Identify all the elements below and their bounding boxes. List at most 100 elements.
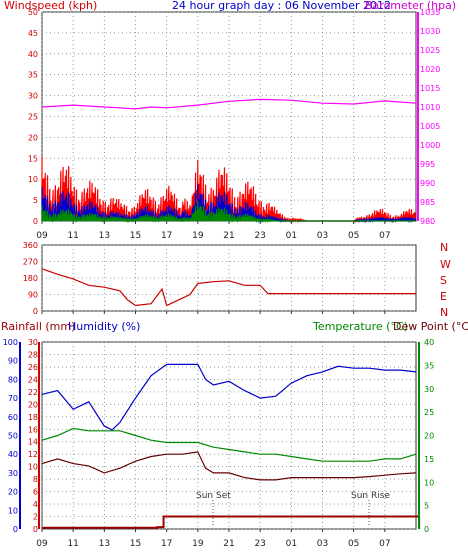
y-tick-label: 4 (33, 500, 38, 509)
barometer-axis-title: Barometer (hpa) (365, 0, 456, 12)
y-tick-label: 26 (28, 363, 38, 372)
y-tick-label: 18 (28, 413, 38, 422)
x-tick-label: 03 (317, 231, 328, 241)
y-tick-label: 100 (3, 338, 18, 347)
y-tick-label: 30 (424, 385, 434, 394)
x-tick-label: 07 (379, 231, 390, 241)
x-tick-label: 05 (348, 539, 359, 549)
y-tick-label: 60 (8, 413, 18, 422)
sunrise-label: Sun Rise (351, 491, 390, 501)
y-tick-label: 1010 (420, 103, 440, 112)
direction-letters: N W S E N (440, 241, 451, 319)
y-tick-label: 360 (23, 241, 38, 250)
y-tick-label: 1035 (420, 8, 440, 17)
y-tick-label: 28 (28, 350, 38, 359)
humidity-series (41, 363, 417, 431)
y-tick-label: 6 (33, 488, 38, 497)
wind-green-series (41, 200, 415, 224)
y-tick-label: 270 (23, 258, 38, 267)
y-tick-label: 30 (28, 92, 38, 101)
y-tick-label: 20 (8, 488, 18, 497)
x-tick-label: 01 (286, 539, 297, 549)
y-tick-label: 30 (8, 469, 18, 478)
y-tick-label: 1025 (420, 46, 440, 55)
y-tick-label: 980 (420, 217, 435, 226)
x-tick-label: 17 (161, 539, 172, 549)
x-tick-label: 21 (223, 539, 234, 549)
y-tick-label: 15 (424, 455, 434, 464)
y-tick-label: 1030 (420, 27, 440, 36)
x-tick-label: 09 (36, 231, 48, 241)
y-tick-label: 990 (420, 179, 435, 188)
y-tick-label: 1005 (420, 122, 440, 131)
y-tick-label: 40 (424, 338, 434, 347)
y-tick-label: 15 (28, 154, 38, 163)
x-tick-label: 09 (36, 539, 48, 549)
y-tick-label: 10 (8, 506, 18, 515)
dewpoint-axis-title: Dew Point (°C) (393, 320, 468, 333)
y-tick-label: 70 (8, 394, 18, 403)
direction-label-n-bottom: N (440, 306, 448, 319)
temperature-series (41, 427, 417, 462)
y-tick-label: 90 (28, 291, 38, 300)
rainfall-axis-title: Rainfall (mm) (1, 320, 75, 333)
y-tick-label: 25 (28, 113, 38, 122)
x-tick-label: 07 (379, 539, 390, 549)
y-tick-label: 25 (424, 408, 434, 417)
y-tick-label: 80 (8, 375, 18, 384)
y-tick-label: 995 (420, 160, 435, 169)
x-tick-label: 23 (254, 539, 265, 549)
y-tick-label: 30 (28, 338, 38, 347)
y-tick-label: 50 (8, 432, 18, 441)
x-tick-label: 19 (192, 231, 204, 241)
y-tick-label: 35 (28, 71, 38, 80)
y-tick-label: 985 (420, 198, 435, 207)
y-tick-label: 16 (28, 425, 38, 434)
x-tick-label: 13 (99, 539, 110, 549)
x-tick-label: 03 (317, 539, 328, 549)
y-tick-label: 0 (33, 525, 38, 534)
x-tick-label: 17 (161, 231, 172, 241)
y-tick-label: 5 (424, 502, 429, 511)
chart-title: 24 hour graph day : 06 November 2012 (172, 0, 391, 12)
y-tick-label: 5 (33, 196, 38, 205)
wind-direction-series (41, 268, 416, 307)
sunset-label: Sun Set (196, 491, 231, 501)
windspeed-axis-title: Windspeed (kph) (4, 0, 97, 12)
y-tick-label: 40 (28, 50, 38, 59)
y-tick-label: 35 (424, 361, 434, 370)
y-tick-label: 10 (28, 175, 38, 184)
y-tick-label: 45 (28, 29, 38, 38)
chart-marks: 11 13 15 17 19 21 23 01 03 05 07090510152025303540… (3, 8, 441, 549)
temperature-axis-title: Temperature (°C) (312, 320, 408, 333)
y-tick-label: 0 (13, 525, 18, 534)
x-tick-label: 19 (192, 539, 204, 549)
humidity-axis-title: Humidity (%) (68, 320, 140, 333)
x-tick-label: 13 (99, 231, 110, 241)
y-tick-label: 90 (8, 357, 18, 366)
x-tick-label: 01 (286, 231, 297, 241)
y-tick-label: 20 (28, 133, 38, 142)
direction-label-s: S (440, 274, 447, 287)
y-tick-label: 0 (33, 307, 38, 316)
y-tick-label: 180 (23, 274, 38, 283)
direction-label-w: W (440, 258, 451, 271)
x-tick-label: 23 (254, 231, 265, 241)
direction-label-e: E (440, 290, 447, 303)
x-tick-label: 21 (223, 231, 234, 241)
barometer-series (41, 98, 417, 110)
y-tick-label: 10 (28, 463, 38, 472)
y-tick-label: 0 (33, 217, 38, 226)
x-tick-label: 15 (130, 231, 141, 241)
y-tick-label: 1000 (420, 141, 440, 150)
y-tick-label: 50 (28, 8, 38, 17)
y-tick-label: 2 (33, 513, 38, 522)
y-tick-label: 12 (28, 450, 38, 459)
dewpoint-series (41, 451, 417, 481)
y-tick-label: 20 (424, 432, 434, 441)
y-tick-label: 1015 (420, 84, 440, 93)
y-tick-label: 40 (8, 450, 18, 459)
y-tick-label: 8 (33, 475, 38, 484)
y-tick-label: 22 (28, 388, 38, 397)
